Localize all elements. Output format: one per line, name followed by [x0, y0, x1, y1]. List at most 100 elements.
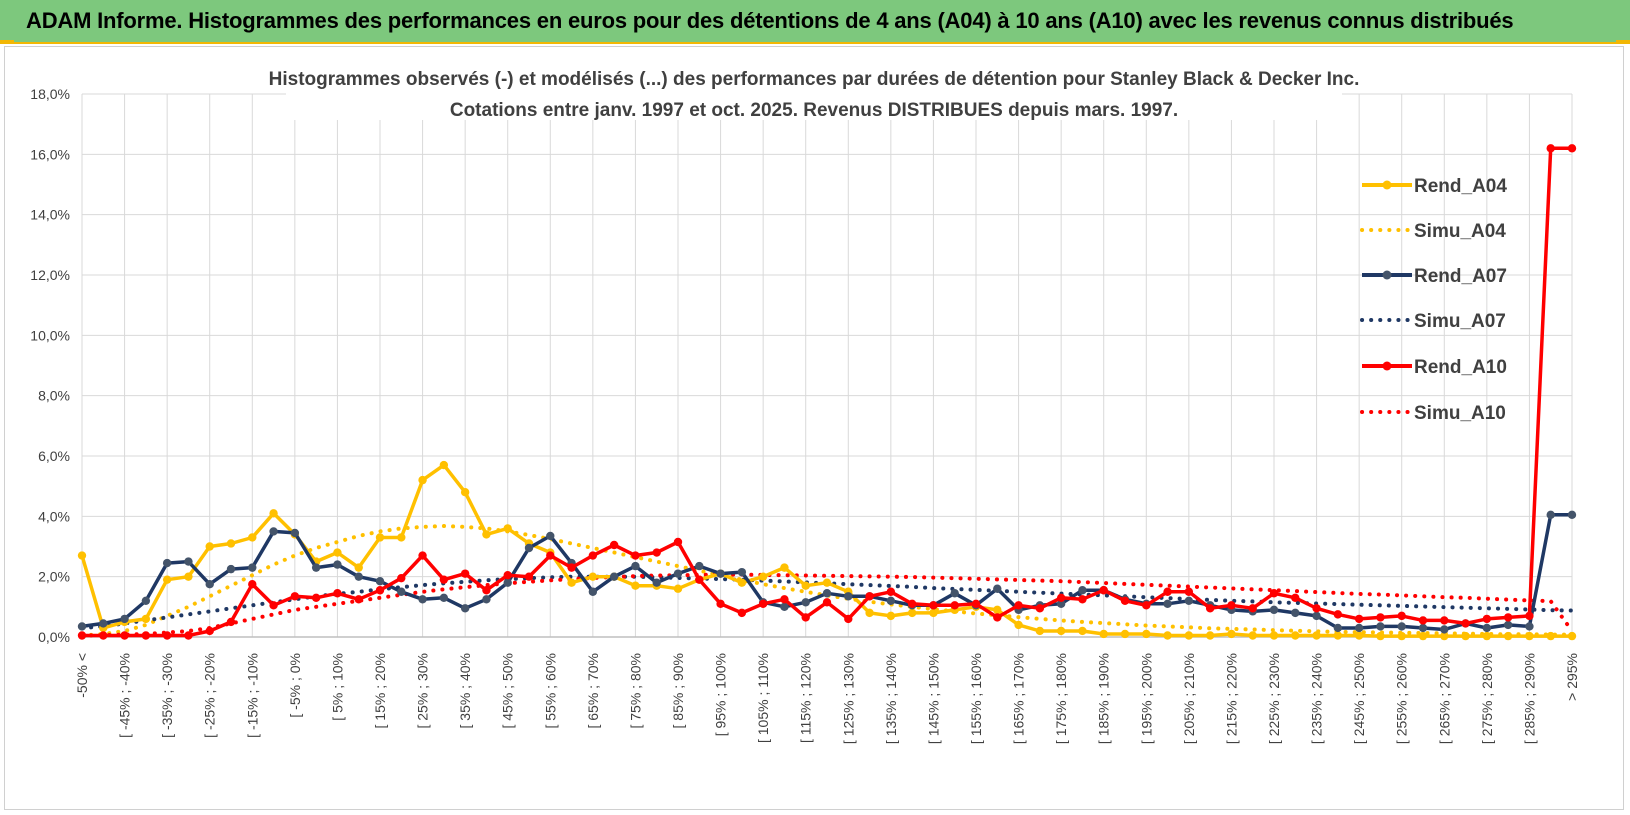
- data-point: [588, 551, 598, 560]
- data-point: [397, 587, 406, 596]
- chart-titles: Histogrammes observés (-) et modélisés (…: [269, 62, 1359, 121]
- data-point: [1184, 587, 1194, 596]
- data-point: [1482, 623, 1492, 633]
- data-point: [1142, 629, 1151, 639]
- data-point: [567, 578, 576, 587]
- data-point: [865, 608, 874, 618]
- data-point: [1163, 599, 1172, 609]
- x-tick-label: [ 105% ; 110%: [755, 653, 771, 743]
- data-point: [503, 570, 512, 580]
- data-point: [418, 595, 427, 604]
- data-point: [1333, 631, 1343, 640]
- x-tick-label: [ 85% ; 90%: [670, 653, 686, 729]
- data-point: [780, 602, 789, 612]
- data-point: [524, 543, 534, 553]
- data-point: [631, 561, 640, 571]
- legend-item: Rend_A07: [1362, 266, 1507, 287]
- data-point: [1056, 593, 1066, 602]
- data-point: [99, 619, 108, 628]
- data-point: [205, 626, 214, 636]
- x-tick-label: [ 65% ; 70%: [585, 653, 601, 729]
- data-point: [1163, 631, 1172, 640]
- data-point: [482, 530, 491, 539]
- data-point: [1376, 631, 1385, 641]
- data-point: [737, 608, 747, 618]
- data-point: [1014, 601, 1023, 610]
- data-point: [546, 551, 555, 560]
- data-point: [1546, 631, 1555, 641]
- y-tick-label: 6,0%: [38, 448, 70, 464]
- data-point: [1418, 631, 1428, 641]
- data-point: [1056, 626, 1066, 636]
- data-point: [162, 558, 172, 568]
- data-point: [397, 533, 406, 542]
- data-point: [695, 561, 704, 571]
- data-point: [695, 575, 704, 584]
- gridlines: [81, 93, 1573, 638]
- data-point: [801, 598, 810, 607]
- data-point: [1567, 631, 1577, 641]
- data-point: [460, 488, 470, 497]
- x-tick-label: [ 225% ; 230%: [1266, 653, 1282, 744]
- x-tick-label: [ 165% ; 170%: [1011, 653, 1027, 744]
- data-point: [141, 614, 151, 624]
- data-point: [1333, 623, 1343, 633]
- data-point: [1205, 604, 1215, 613]
- data-point: [1354, 623, 1364, 633]
- data-point: [673, 569, 683, 578]
- data-point: [439, 593, 449, 602]
- legend-item: Rend_A10: [1362, 357, 1507, 378]
- data-point: [1461, 631, 1470, 641]
- data-point: [631, 581, 640, 590]
- x-tick-label: [ 15% ; 20%: [372, 653, 388, 729]
- data-point: [333, 589, 342, 598]
- data-point: [503, 578, 512, 587]
- data-point: [652, 548, 661, 557]
- data-point: [1354, 631, 1364, 640]
- data-point: [226, 564, 236, 574]
- data-point: [375, 586, 385, 595]
- data-point: [1546, 144, 1555, 153]
- report-title: ADAM Informe. Histogrammes des performan…: [26, 8, 1514, 33]
- data-point: [716, 599, 725, 609]
- x-tick-label: > 295%: [1564, 653, 1580, 701]
- data-point: [716, 569, 725, 578]
- data-point: [1525, 631, 1534, 641]
- data-point: [1291, 593, 1300, 602]
- data-point: [907, 608, 917, 618]
- data-point: [567, 563, 576, 572]
- x-tick-label: [ 95% ; 100%: [713, 653, 729, 736]
- data-point: [1503, 631, 1513, 641]
- legend-item: Simu_A07: [1360, 311, 1506, 332]
- accent-left: [0, 40, 14, 44]
- x-tick-label: [ 5% ; 10%: [329, 653, 345, 721]
- data-point: [844, 592, 853, 601]
- data-point: [503, 524, 512, 533]
- data-point: [737, 567, 747, 577]
- legend-item: Simu_A10: [1360, 403, 1506, 424]
- x-tick-label: [ 45% ; 50%: [500, 653, 516, 729]
- data-point: [1440, 631, 1449, 641]
- legend-label: Rend_A10: [1414, 357, 1507, 378]
- data-point: [631, 551, 640, 560]
- data-point: [865, 592, 874, 601]
- data-point: [205, 580, 214, 589]
- data-point: [269, 509, 278, 518]
- x-tick-label: [ 265% ; 270%: [1436, 653, 1452, 744]
- data-point: [269, 527, 278, 536]
- x-tick-label: [ 175% ; 180%: [1053, 653, 1069, 744]
- data-point: [1269, 631, 1279, 640]
- data-point: [99, 631, 108, 640]
- x-tick-label: [ 135% ; 140%: [883, 653, 899, 744]
- x-tick-label: [ 125% ; 130%: [840, 653, 856, 744]
- data-point: [929, 608, 938, 618]
- data-point: [588, 587, 598, 596]
- chart-frame: [4, 46, 1624, 810]
- y-tick-label: 4,0%: [38, 508, 70, 524]
- data-point: [886, 587, 896, 596]
- x-tick-label: [ 145% ; 150%: [925, 653, 941, 744]
- data-point: [397, 573, 406, 583]
- data-point: [1440, 616, 1449, 625]
- data-point: [482, 595, 491, 604]
